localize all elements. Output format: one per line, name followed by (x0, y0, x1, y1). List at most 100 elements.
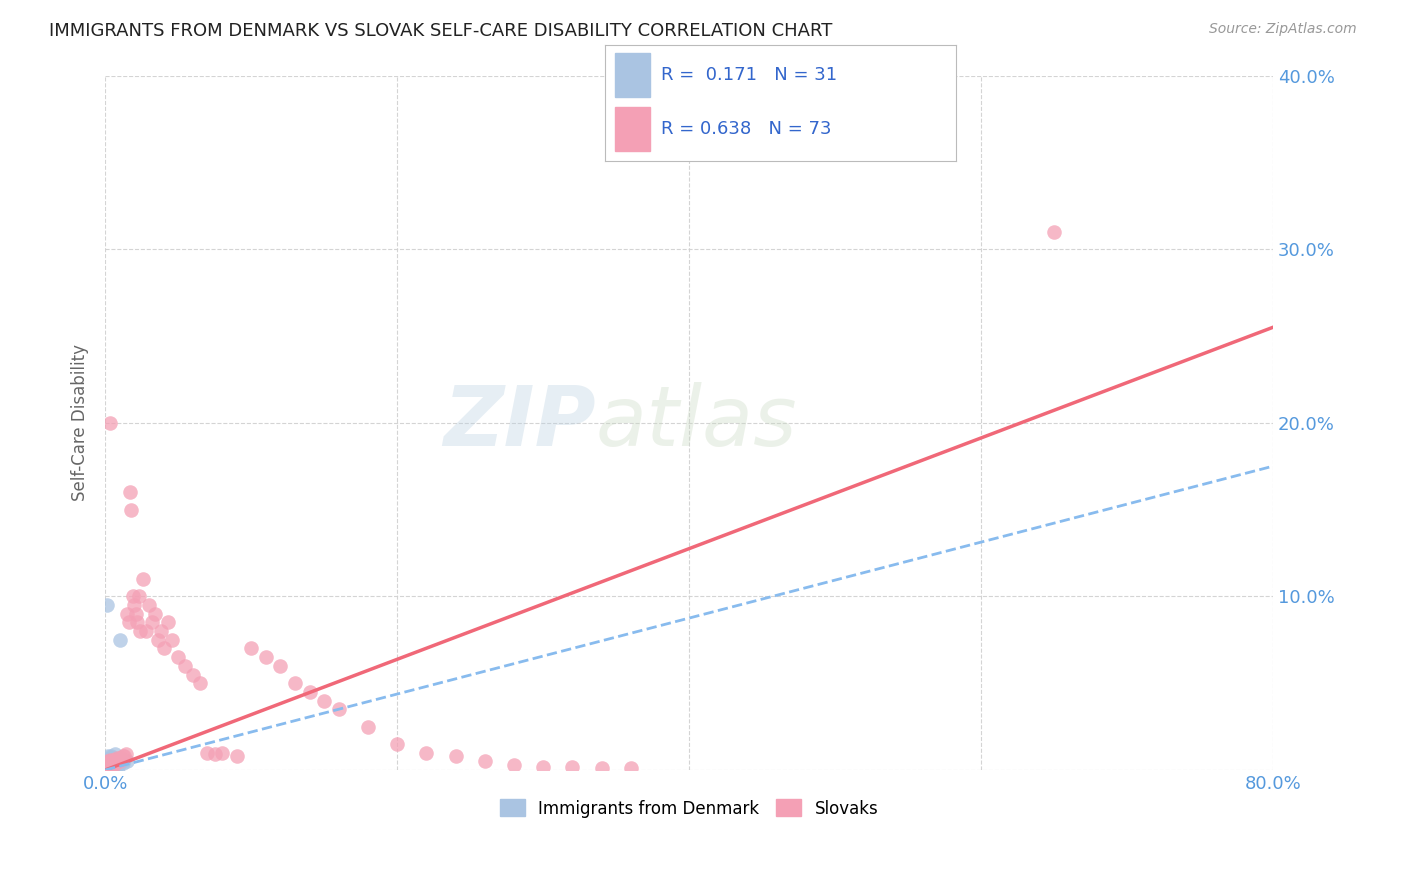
Point (254, 650, 277, 665)
Point (97, 754, 120, 768)
Point (474, 754, 496, 768)
Point (174, 658, 197, 673)
Point (104, 747, 127, 762)
Text: atlas: atlas (596, 383, 797, 463)
Point (110, 751, 132, 765)
Point (96, 759, 118, 773)
Point (103, 754, 125, 768)
Point (132, 572, 155, 586)
Point (115, 607, 138, 621)
Point (98, 754, 121, 768)
Point (129, 624, 152, 639)
Point (121, 502, 143, 516)
Point (100, 754, 122, 768)
Point (105, 757, 128, 772)
Point (111, 749, 134, 764)
Point (101, 753, 124, 767)
Point (97, 756, 120, 770)
Point (105, 751, 128, 765)
Bar (616, 53, 650, 97)
Text: R =  0.171   N = 31: R = 0.171 N = 31 (661, 66, 837, 84)
Point (103, 759, 125, 773)
Point (124, 598, 146, 612)
Point (181, 667, 204, 681)
Point (149, 624, 172, 639)
Point (284, 676, 307, 690)
Point (98, 751, 121, 765)
Point (127, 615, 149, 630)
Point (204, 747, 226, 762)
Y-axis label: Self-Care Disability: Self-Care Disability (72, 344, 89, 501)
Point (112, 753, 135, 767)
Point (103, 751, 125, 765)
Point (104, 757, 127, 772)
Bar (616, 107, 650, 152)
Point (269, 658, 291, 673)
Point (107, 754, 129, 768)
Point (97, 759, 120, 773)
Point (97, 757, 120, 772)
Point (98, 753, 121, 767)
Point (117, 615, 139, 630)
Point (138, 598, 160, 612)
Point (108, 756, 131, 770)
Point (108, 751, 131, 765)
Point (98, 757, 121, 772)
Point (96, 759, 118, 773)
Point (100, 749, 122, 764)
Point (97, 749, 120, 764)
Point (101, 759, 124, 773)
Point (98, 759, 121, 773)
Point (298, 685, 321, 699)
Text: Source: ZipAtlas.com: Source: ZipAtlas.com (1209, 22, 1357, 37)
Point (100, 753, 122, 767)
Point (225, 749, 247, 764)
Point (104, 756, 127, 770)
Point (103, 757, 125, 772)
Point (167, 650, 190, 665)
Point (103, 756, 125, 770)
Point (98, 756, 121, 770)
Point (115, 754, 138, 768)
Point (125, 607, 148, 621)
Point (135, 624, 157, 639)
Point (101, 754, 124, 768)
Text: IMMIGRANTS FROM DENMARK VS SLOVAK SELF-CARE DISABILITY CORRELATION CHART: IMMIGRANTS FROM DENMARK VS SLOVAK SELF-C… (49, 22, 832, 40)
Point (128, 590, 150, 604)
Point (188, 676, 211, 690)
Text: R = 0.638   N = 73: R = 0.638 N = 73 (661, 120, 831, 138)
Point (98, 416, 121, 430)
Point (100, 757, 122, 772)
Point (111, 756, 134, 770)
Point (141, 615, 163, 630)
Point (162, 632, 184, 647)
Text: ZIP: ZIP (443, 383, 596, 463)
Point (105, 756, 128, 770)
Point (444, 749, 467, 764)
Point (328, 702, 350, 716)
Point (531, 759, 554, 773)
Point (415, 746, 437, 760)
Point (197, 746, 219, 760)
Legend: Immigrants from Denmark, Slovaks: Immigrants from Denmark, Slovaks (494, 793, 884, 824)
Point (152, 641, 174, 656)
Point (591, 761, 613, 775)
Point (108, 632, 131, 647)
Point (105, 754, 128, 768)
Point (110, 754, 132, 768)
Point (385, 737, 408, 751)
Point (146, 632, 169, 647)
Point (107, 753, 129, 767)
Point (112, 749, 135, 764)
Point (108, 754, 131, 768)
Point (314, 693, 336, 707)
Point (97, 757, 120, 772)
Point (101, 757, 124, 772)
Point (104, 753, 127, 767)
Point (100, 759, 122, 773)
Point (211, 746, 233, 760)
Point (101, 756, 124, 770)
Point (1043, 225, 1066, 239)
Point (357, 720, 380, 734)
Point (118, 485, 141, 500)
